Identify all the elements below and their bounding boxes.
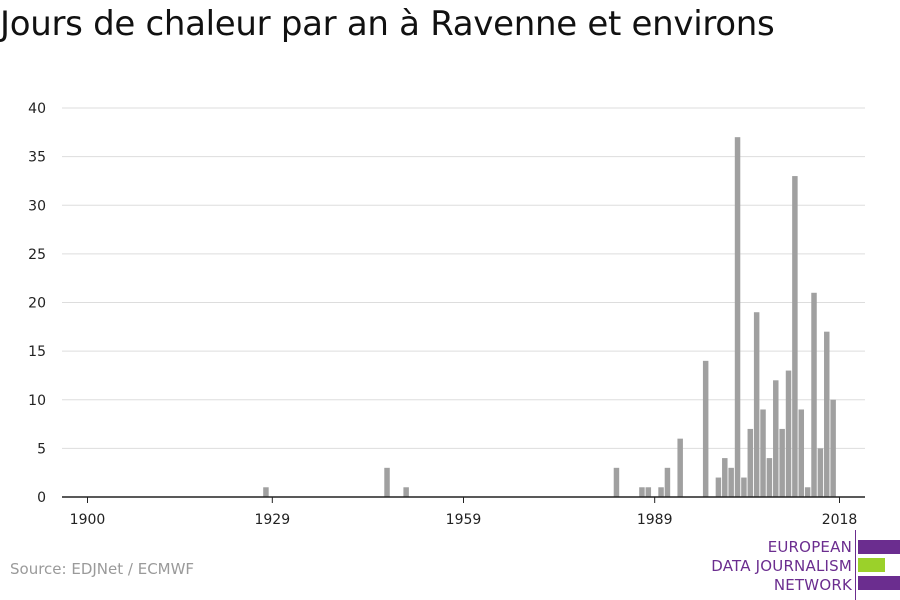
bar [747,428,754,497]
bars [263,137,836,498]
bar [773,380,779,497]
bar [728,467,734,497]
bar [658,487,664,497]
y-tick-label: 20 [28,296,46,312]
bar [741,477,747,497]
y-tick-label: 15 [28,344,46,360]
x-tick-label: 1959 [446,512,482,528]
bar [753,312,760,497]
chart-title: Jours de chaleur par an à Ravenne et env… [0,4,775,44]
bar [403,487,409,497]
bar [830,399,836,497]
bar [792,176,798,497]
logo-divider [855,530,856,600]
logo-line-1: EUROPEAN [767,538,852,556]
logo-bar-green [858,558,885,572]
x-tick-label: 1929 [254,512,290,528]
y-tick-label: 0 [37,490,46,506]
bar [715,477,722,497]
bar [263,487,269,497]
y-tick-label: 25 [28,247,46,263]
bar [734,137,741,498]
bar [811,292,817,497]
bar [702,360,709,497]
source-credit: Source: EDJNet / ECMWF [10,560,195,578]
bar [639,487,645,497]
bar [804,487,811,497]
logo-bar-purple-bottom [858,576,900,590]
bar [798,409,805,497]
y-tick-label: 40 [28,101,46,117]
axes: 0 5 10 15 20 25 30 35 40 1900 1929 1959 1989 2018 [28,101,865,528]
bar [722,458,728,497]
y-tick-label: 10 [28,393,46,409]
bar [645,487,652,497]
bar [760,409,766,497]
x-tick-label: 2018 [822,512,858,528]
bar [677,438,683,497]
logo-bar-purple-top [858,540,900,554]
y-tick-label: 35 [28,150,46,166]
bar [824,331,830,497]
bar [766,458,773,497]
x-tick-label: 1900 [70,512,106,528]
bar [779,428,785,497]
bar [785,370,792,497]
bar [384,467,390,497]
logo-line-2: DATA JOURNALISM [711,557,852,575]
bar [664,467,671,497]
bar [613,467,620,497]
bar [817,448,824,497]
y-tick-label: 30 [28,198,46,214]
y-tick-label: 5 [37,441,46,457]
x-tick-label: 1989 [637,512,673,528]
gridlines [62,107,865,449]
logo-line-3: NETWORK [773,576,852,594]
